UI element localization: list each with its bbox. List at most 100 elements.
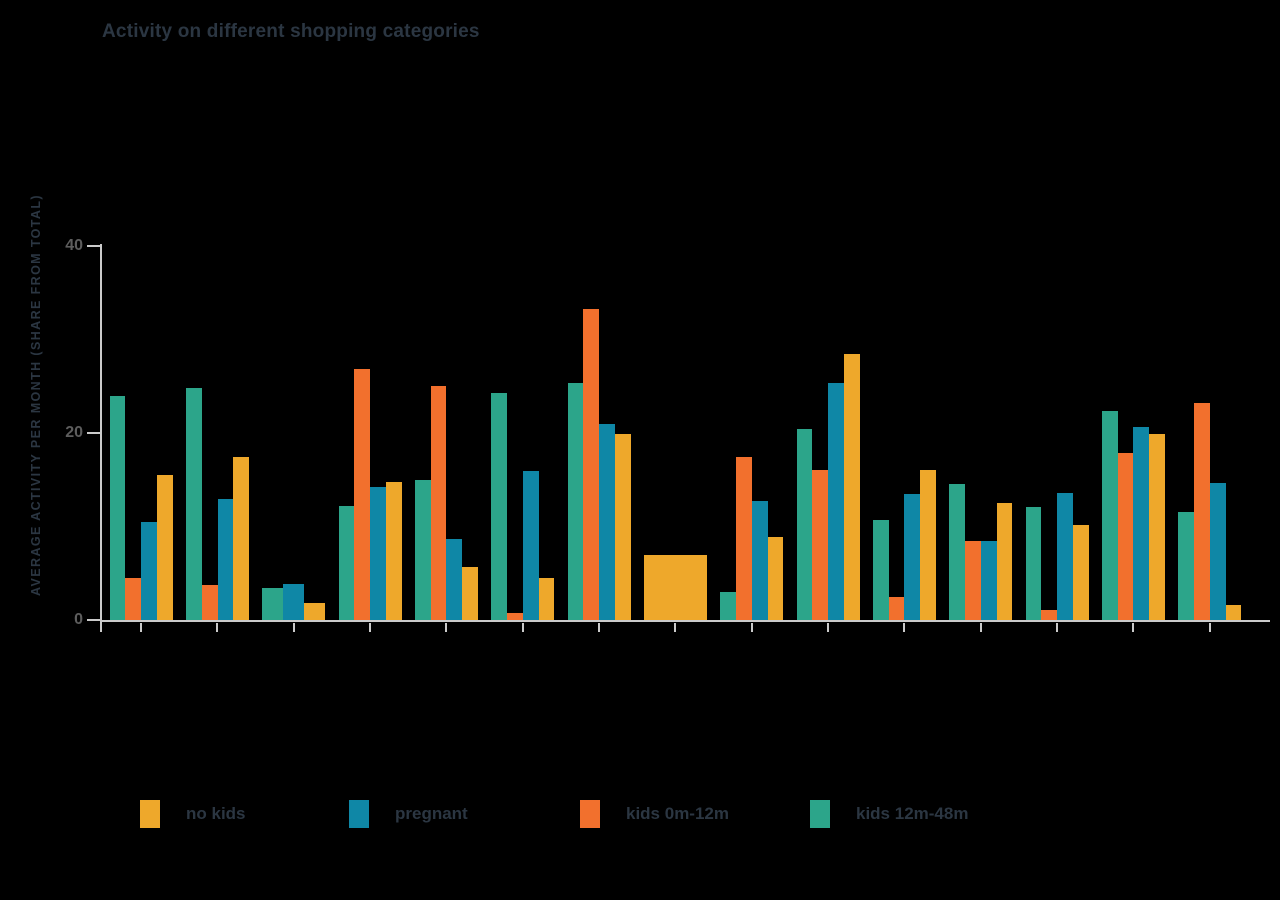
y-tick-label-40: 40 — [65, 237, 83, 254]
bar-group-9 — [714, 246, 790, 632]
legend-item-kids-12m-48m[interactable]: kids 12m-48m — [810, 800, 968, 828]
bar-kids-12m-48m — [567, 382, 584, 620]
x-tick-mark-13 — [1056, 623, 1059, 632]
bar-kids-0m-12m — [430, 386, 447, 620]
y-tick-mark-0 — [87, 619, 100, 621]
bar-no-kids — [643, 554, 707, 620]
legend-swatch-no-kids — [140, 800, 160, 828]
legend-swatch-kids-0m-12m — [580, 800, 600, 828]
legend-item-pregnant[interactable]: pregnant — [349, 800, 468, 828]
bar-no-kids — [996, 503, 1013, 620]
bar-kids-0m-12m — [507, 612, 523, 620]
bar-no-kids — [156, 475, 173, 620]
x-tick-mark-14 — [1132, 623, 1135, 632]
bar-pregnant — [283, 584, 305, 620]
chart-title: Activity on different shopping categorie… — [102, 21, 480, 42]
bar-pregnant — [370, 487, 386, 620]
bar-no-kids — [767, 536, 784, 620]
y-axis-line — [100, 244, 102, 632]
y-tick-mark-40 — [87, 245, 100, 247]
bar-no-kids — [385, 481, 402, 620]
x-tick-mark-7 — [598, 623, 601, 632]
bar-pregnant — [599, 423, 615, 620]
bar-group-3 — [256, 246, 332, 632]
x-tick-mark-11 — [903, 623, 906, 632]
x-tick-mark-12 — [979, 623, 982, 632]
bar-group-6 — [485, 246, 561, 632]
legend-swatch-kids-12m-48m — [810, 800, 830, 828]
y-tick-mark-20 — [87, 432, 100, 434]
bar-no-kids — [304, 603, 326, 620]
x-tick-mark-2 — [216, 623, 219, 632]
bar-group-4 — [332, 246, 408, 632]
bar-no-kids — [1072, 524, 1089, 620]
bar-group-7 — [561, 246, 637, 632]
bar-pregnant — [980, 540, 997, 620]
bar-kids-0m-12m — [812, 470, 829, 620]
bar-group-5 — [408, 246, 484, 632]
plot-area — [103, 246, 1248, 632]
bar-pregnant — [217, 499, 234, 620]
bar-group-13 — [1019, 246, 1095, 632]
bar-kids-12m-48m — [491, 392, 508, 620]
bar-kids-0m-12m — [1117, 452, 1134, 620]
bar-kids-0m-12m — [736, 457, 752, 620]
bar-group-2 — [179, 246, 255, 632]
bar-no-kids — [1225, 605, 1242, 620]
legend-label-kids-12m-48m: kids 12m-48m — [856, 804, 969, 823]
y-tick-label-0: 0 — [74, 611, 83, 628]
legend-item-no-kids[interactable]: no kids — [140, 800, 246, 828]
bar-kids-12m-48m — [1025, 506, 1042, 620]
bar-pregnant — [446, 538, 463, 620]
bar-pregnant — [522, 471, 539, 620]
x-tick-mark-6 — [521, 623, 524, 632]
bar-pregnant — [828, 383, 844, 620]
bar-pregnant — [1057, 492, 1073, 620]
bar-pregnant — [1209, 482, 1226, 620]
bar-group-10 — [790, 246, 866, 632]
bar-kids-12m-48m — [1101, 410, 1118, 620]
bar-no-kids — [614, 433, 631, 620]
bar-kids-0m-12m — [888, 596, 905, 620]
x-tick-mark-15 — [1208, 623, 1211, 632]
bar-kids-12m-48m — [109, 395, 126, 620]
x-tick-mark-10 — [827, 623, 830, 632]
bar-kids-0m-12m — [201, 585, 218, 620]
x-tick-mark-9 — [750, 623, 753, 632]
bar-pregnant — [1133, 427, 1150, 620]
bar-kids-12m-48m — [872, 519, 889, 620]
legend-swatch-pregnant — [349, 800, 369, 828]
x-tick-mark-8 — [674, 623, 677, 632]
bar-group-1 — [103, 246, 179, 632]
x-tick-mark-3 — [292, 623, 295, 632]
bar-kids-12m-48m — [262, 588, 284, 620]
bar-kids-0m-12m — [583, 308, 600, 620]
bar-no-kids — [462, 566, 478, 620]
y-tick-label-20: 20 — [65, 424, 83, 441]
bar-group-11 — [866, 246, 942, 632]
bar-kids-0m-12m — [1041, 609, 1058, 620]
chart-legend: no kids pregnant kids 0m-12m kids 12m-48… — [0, 800, 1280, 830]
bar-kids-12m-48m — [796, 429, 813, 620]
bar-pregnant — [141, 521, 157, 620]
bar-pregnant — [904, 493, 921, 620]
bar-kids-12m-48m — [1178, 511, 1195, 620]
bar-group-12 — [943, 246, 1019, 632]
bar-group-15 — [1172, 246, 1248, 632]
bar-group-8 — [637, 246, 713, 632]
legend-item-kids-0m-12m[interactable]: kids 0m-12m — [580, 800, 729, 828]
x-tick-mark-5 — [445, 623, 448, 632]
bar-kids-0m-12m — [965, 541, 981, 620]
x-axis-baseline — [100, 620, 1270, 622]
x-tick-mark-4 — [369, 623, 372, 632]
bar-no-kids — [1149, 433, 1165, 620]
legend-label-no-kids: no kids — [186, 804, 246, 823]
x-tick-mark-1 — [140, 623, 143, 632]
bar-kids-12m-48m — [720, 591, 737, 620]
bar-kids-12m-48m — [186, 388, 202, 620]
bar-no-kids — [233, 457, 249, 620]
bar-kids-12m-48m — [414, 479, 431, 620]
bar-no-kids — [538, 577, 555, 620]
bar-kids-0m-12m — [354, 369, 371, 620]
bar-group-14 — [1095, 246, 1171, 632]
